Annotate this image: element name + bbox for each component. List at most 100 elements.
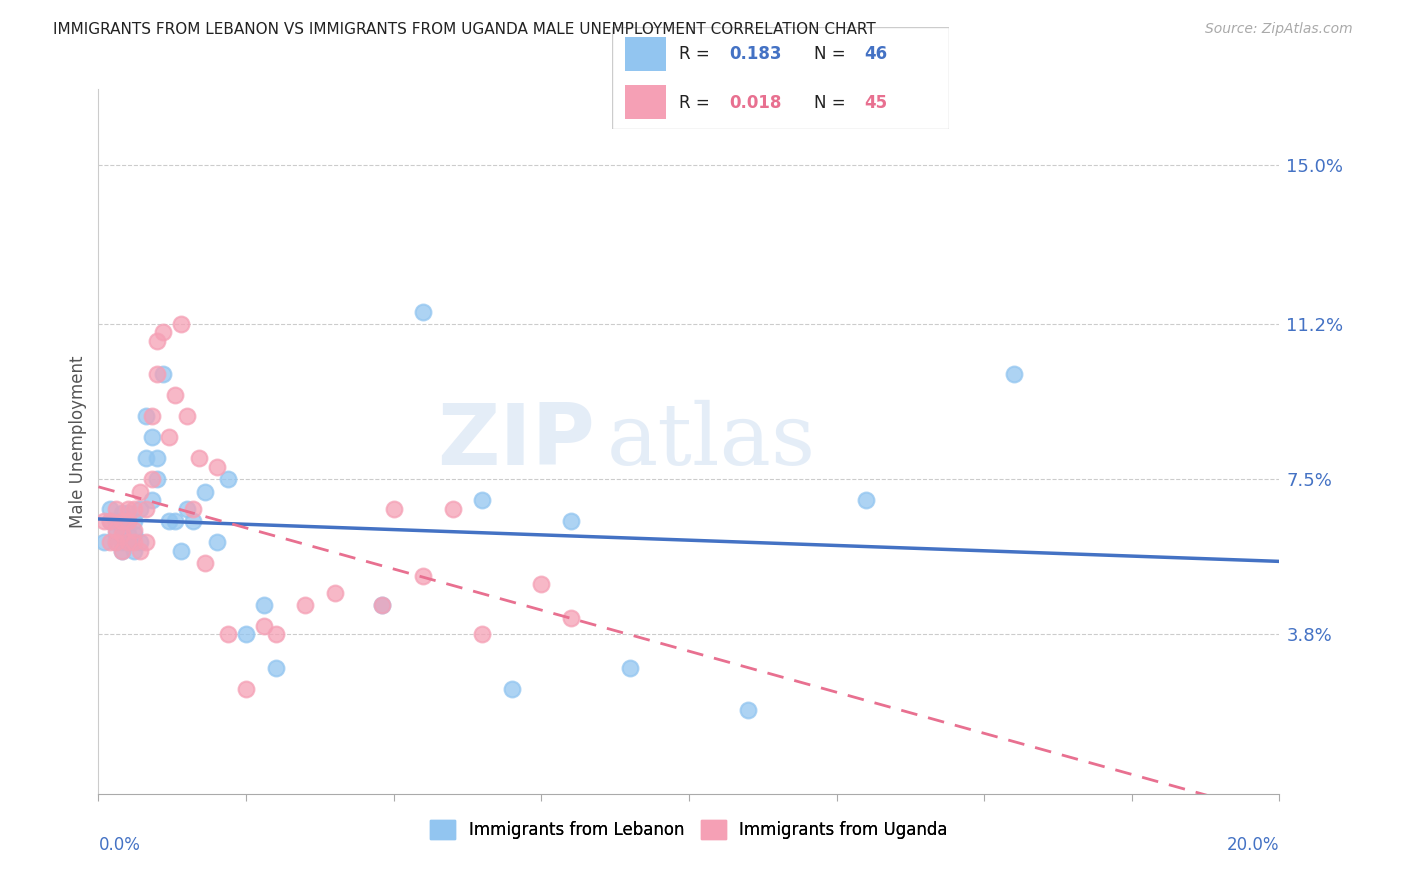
Point — [170, 317, 193, 331]
Point — [98, 514, 121, 528]
Point — [264, 627, 287, 641]
Point — [122, 526, 145, 541]
Point — [235, 627, 257, 641]
Point — [181, 514, 204, 528]
Point — [128, 535, 150, 549]
Point — [111, 543, 134, 558]
Point — [141, 409, 163, 424]
Bar — [626, 86, 665, 119]
Point — [98, 501, 121, 516]
Point — [560, 514, 582, 528]
Point — [122, 523, 145, 537]
Point — [128, 484, 150, 499]
Point — [560, 611, 582, 625]
Point — [93, 535, 115, 549]
Point — [141, 472, 163, 486]
Y-axis label: Male Unemployment: Male Unemployment — [69, 355, 87, 528]
Text: 0.183: 0.183 — [730, 45, 782, 63]
Point — [111, 523, 134, 537]
Point — [128, 501, 150, 516]
Text: 0.018: 0.018 — [730, 94, 782, 112]
Point — [122, 514, 145, 528]
Point — [141, 430, 163, 444]
Point — [382, 501, 405, 516]
Point — [117, 535, 139, 549]
Point — [135, 451, 157, 466]
Point — [98, 535, 121, 549]
Point — [135, 535, 157, 549]
Text: 0.0%: 0.0% — [98, 836, 141, 855]
Point — [217, 472, 239, 486]
Point — [170, 543, 193, 558]
Point — [530, 577, 553, 591]
Text: ZIP: ZIP — [437, 400, 595, 483]
Point — [122, 535, 145, 549]
Text: 20.0%: 20.0% — [1227, 836, 1279, 855]
Point — [412, 304, 434, 318]
Point — [217, 627, 239, 641]
Point — [146, 368, 169, 382]
Point — [471, 493, 494, 508]
FancyBboxPatch shape — [612, 27, 949, 129]
Point — [253, 598, 276, 612]
Point — [105, 501, 128, 516]
Point — [737, 703, 759, 717]
Point — [135, 501, 157, 516]
Point — [135, 409, 157, 424]
Point — [146, 472, 169, 486]
Text: N =: N = — [814, 45, 851, 63]
Point — [111, 514, 134, 528]
Point — [165, 514, 187, 528]
Point — [371, 598, 394, 612]
Point — [111, 543, 134, 558]
Point — [501, 681, 523, 696]
Text: atlas: atlas — [606, 400, 815, 483]
Point — [152, 368, 174, 382]
Point — [165, 388, 187, 402]
Point — [235, 681, 257, 696]
Text: Source: ZipAtlas.com: Source: ZipAtlas.com — [1205, 22, 1353, 37]
Point — [105, 526, 128, 541]
Point — [117, 501, 139, 516]
Text: N =: N = — [814, 94, 851, 112]
Point — [105, 535, 128, 549]
Point — [253, 619, 276, 633]
Text: IMMIGRANTS FROM LEBANON VS IMMIGRANTS FROM UGANDA MALE UNEMPLOYMENT CORRELATION : IMMIGRANTS FROM LEBANON VS IMMIGRANTS FR… — [53, 22, 876, 37]
Point — [1002, 368, 1025, 382]
Point — [128, 543, 150, 558]
Point — [141, 493, 163, 508]
Point — [111, 506, 134, 520]
Text: R =: R = — [679, 45, 716, 63]
Text: 45: 45 — [865, 94, 887, 112]
Text: R =: R = — [679, 94, 716, 112]
Point — [157, 430, 180, 444]
Point — [105, 514, 128, 528]
Point — [122, 501, 145, 516]
Point — [264, 661, 287, 675]
Text: 46: 46 — [865, 45, 887, 63]
Point — [855, 493, 877, 508]
Point — [441, 501, 464, 516]
Point — [323, 585, 346, 599]
Point — [176, 501, 198, 516]
Point — [619, 661, 641, 675]
Point — [111, 526, 134, 541]
Point — [194, 484, 217, 499]
Point — [181, 501, 204, 516]
Point — [152, 326, 174, 340]
Point — [146, 451, 169, 466]
Point — [105, 523, 128, 537]
Point — [205, 535, 228, 549]
Point — [117, 535, 139, 549]
Point — [187, 451, 209, 466]
Point — [205, 459, 228, 474]
Point — [294, 598, 316, 612]
Point — [98, 514, 121, 528]
Point — [117, 514, 139, 528]
Point — [105, 535, 128, 549]
Point — [117, 506, 139, 520]
Point — [146, 334, 169, 348]
Point — [412, 568, 434, 582]
Point — [157, 514, 180, 528]
Point — [471, 627, 494, 641]
